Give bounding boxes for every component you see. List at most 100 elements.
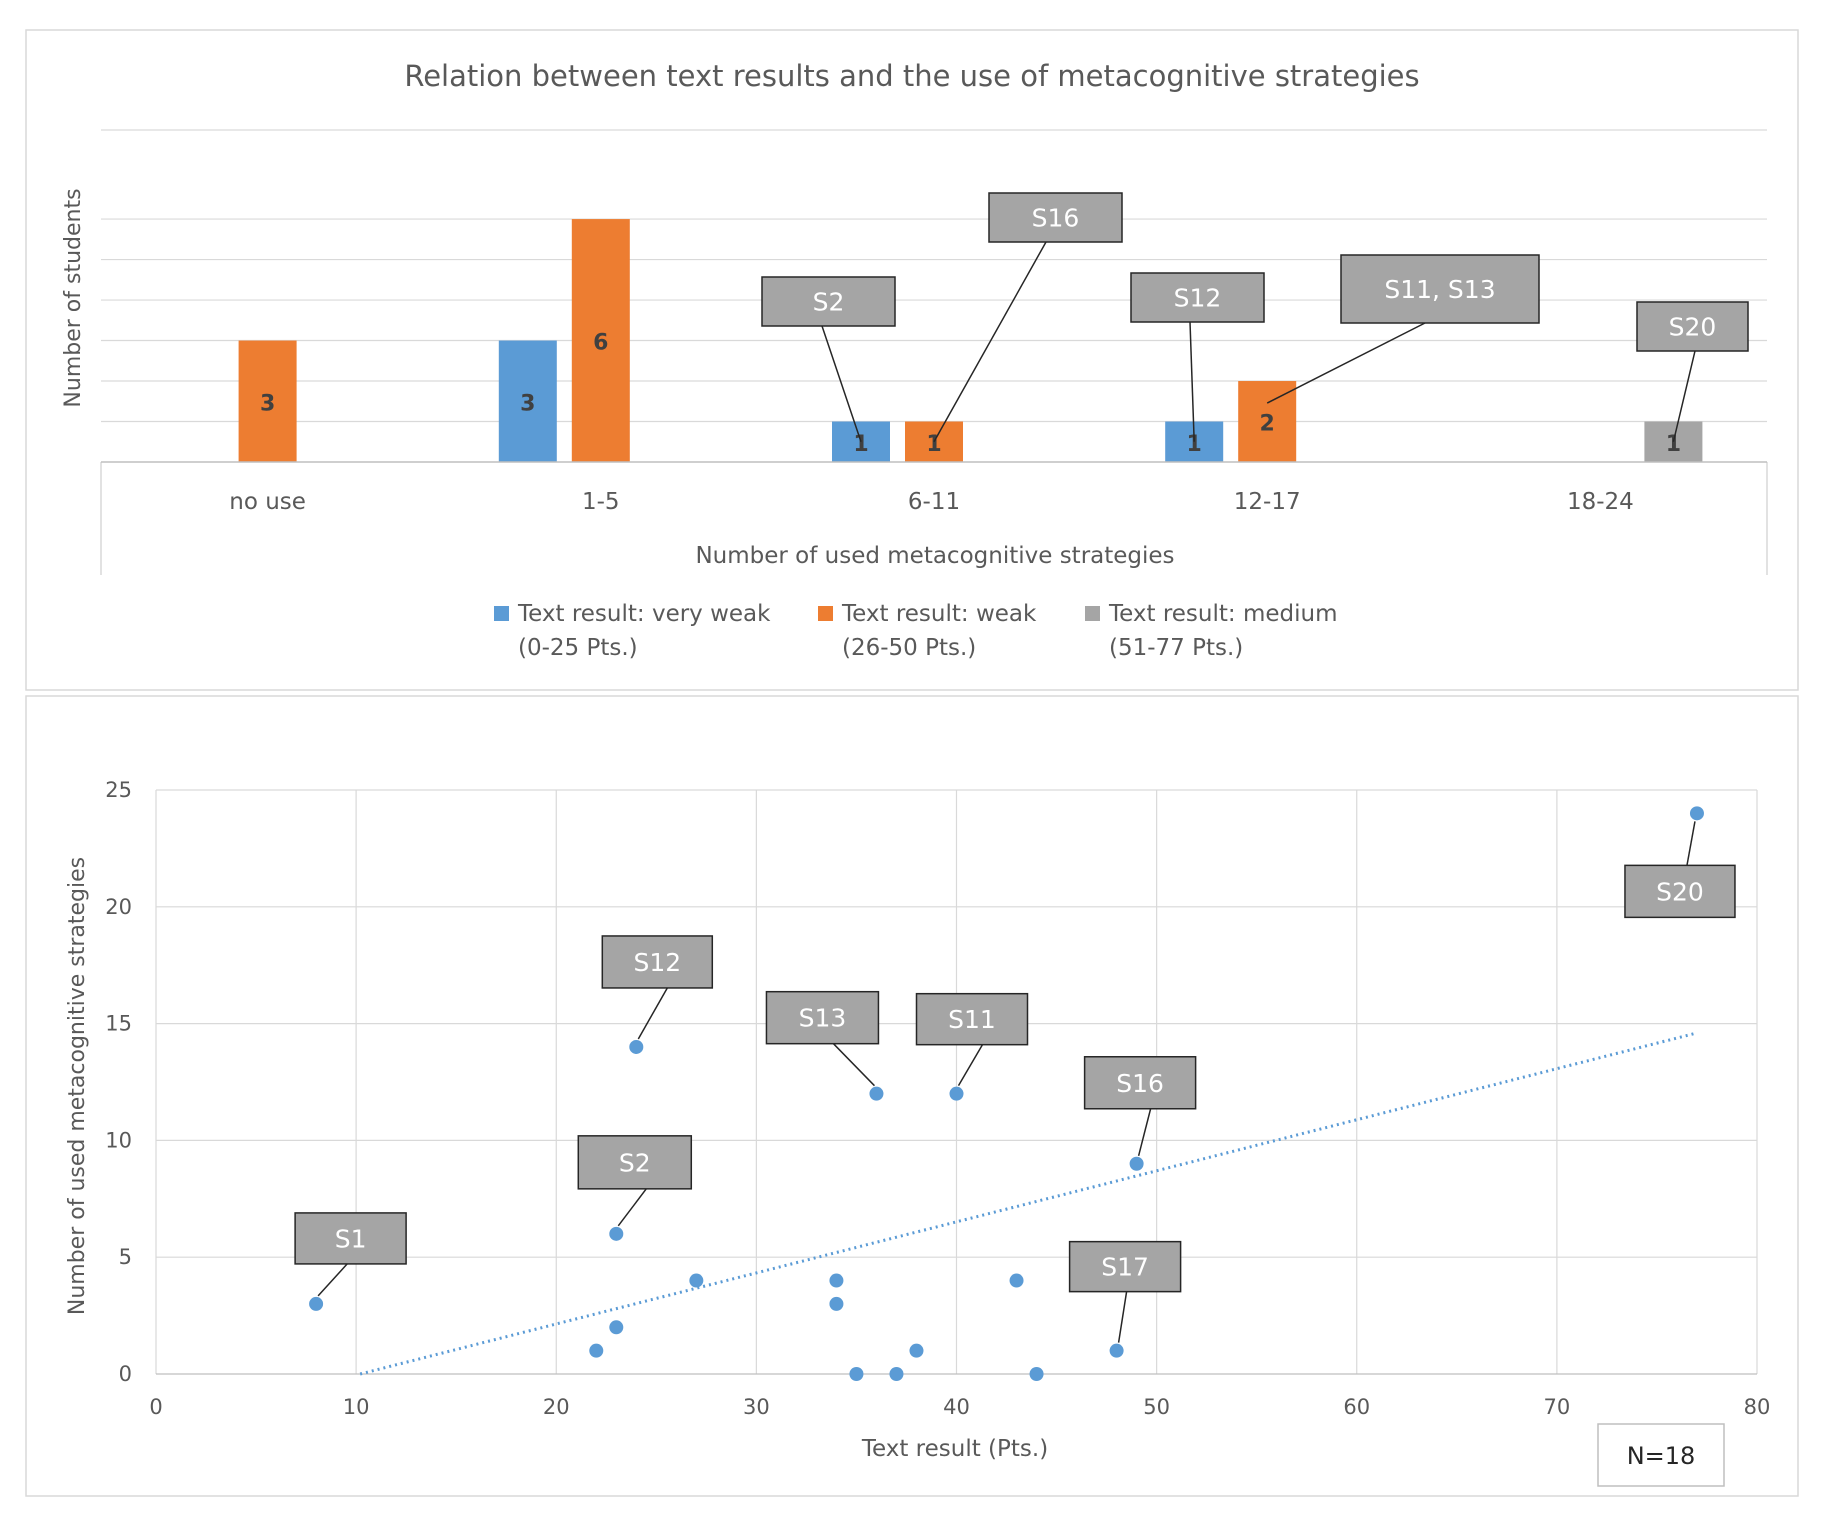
- scatter-callout-s12-leader: [637, 987, 668, 1040]
- scatter-x-tick-80: 80: [1744, 1395, 1771, 1419]
- n-count-box: [1597, 1423, 1725, 1487]
- scatter-point-s1: [309, 1296, 324, 1311]
- legend-label-2: Text result: weak: [841, 601, 1037, 627]
- scatter-point-s11: [949, 1086, 964, 1101]
- scatter-y-axis-label: Number of used metacognitive strategies: [65, 857, 90, 1315]
- scatter-callout-s12-label: S12: [633, 948, 681, 977]
- scatter-callout-s2-box: [577, 1135, 693, 1190]
- bar-value-label-6-11-series-2: 1: [926, 432, 941, 457]
- bar-callout-s2-label: S2: [813, 288, 845, 317]
- scatter-point-s2: [609, 1226, 624, 1241]
- bar-chart-panel: [25, 29, 1799, 691]
- scatter-point-s12: [629, 1039, 644, 1054]
- scatter-y-tick-5: 5: [119, 1245, 132, 1269]
- bar-value-label-1-5-series-1: 3: [520, 391, 535, 416]
- legend-swatch-3: [1085, 606, 1100, 621]
- bar-legend: Text result: very weak (0-25 Pts.) Text re…: [494, 601, 1337, 661]
- scatter-point-s16: [1129, 1156, 1144, 1171]
- bar-1-5-series-2: [571, 219, 630, 462]
- scatter-point-s20: [1689, 806, 1704, 821]
- scatter-callout-s11-label: S11: [948, 1005, 996, 1034]
- bar-category-label-6-11: 6-11: [908, 489, 960, 515]
- bar-gridlines: [101, 129, 1767, 423]
- scatter-x-tick-70: 70: [1544, 1395, 1571, 1419]
- scatter-callout-s17-leader: [1117, 1291, 1128, 1343]
- bar-callout-s16-box: [988, 192, 1123, 243]
- legend-swatch-1: [494, 606, 509, 621]
- legend-range-1: (0-25 Pts.): [518, 635, 638, 661]
- scatter-callout-s11-box: [915, 992, 1029, 1046]
- scatter-callout-s1-box: [294, 1212, 407, 1265]
- scatter-y-tick-25: 25: [105, 778, 132, 802]
- scatter-linear-trendline: [359, 1031, 1698, 1376]
- bar-chart-title: Relation between text results and the us…: [404, 59, 1419, 93]
- scatter-y-tick-20: 20: [105, 895, 132, 919]
- scatter-callout-s17-label: S17: [1101, 1253, 1149, 1282]
- scatter-point-3: [609, 1320, 624, 1335]
- scatter-y-tick-labels: 0 5 10 15 20 25: [105, 778, 132, 1386]
- scatter-callout-s16-box: [1083, 1056, 1197, 1110]
- scatter-point-s17: [1109, 1343, 1124, 1358]
- bar-callout-s12-label: S12: [1174, 284, 1222, 313]
- scatter-point-7: [829, 1273, 844, 1288]
- scatter-callout-s17-box: [1068, 1240, 1182, 1293]
- bar-value-label-6-11-series-1: 1: [853, 432, 868, 457]
- bar-callout-s11-s13-box: [1340, 254, 1540, 324]
- scatter-callout-s16-leader: [1137, 1108, 1152, 1156]
- scatter-point-15: [1029, 1367, 1044, 1381]
- scatter-y-tick-0: 0: [119, 1362, 132, 1386]
- scatter-callout-s11-leader: [957, 1044, 984, 1087]
- bar-callout-s20-leader: [1672, 350, 1696, 442]
- bar-value-label-1-5-series-2: 6: [593, 331, 608, 356]
- bar-category-label-12-17: 12-17: [1234, 489, 1301, 515]
- scatter-callout-s1-label: S1: [335, 1224, 367, 1253]
- scatter-x-tick-10: 10: [343, 1395, 370, 1419]
- scatter-x-axis-label: Text result (Pts.): [861, 1436, 1048, 1462]
- scatter-callout-s20-label: S20: [1656, 877, 1704, 906]
- scatter-point-14: [1009, 1273, 1024, 1288]
- scatter-point-11: [889, 1367, 904, 1381]
- bar-callout-s12-box: [1130, 272, 1265, 323]
- legend-range-3: (51-77 Pts.): [1109, 635, 1243, 661]
- scatter-point-8: [829, 1296, 844, 1311]
- legend-swatch-2: [818, 606, 833, 621]
- scatter-callout-s2-label: S2: [619, 1148, 651, 1177]
- scatter-point-2: [589, 1343, 604, 1358]
- bar-callouts: S2 S16 S12 S11, S13 S20: [761, 192, 1749, 443]
- scatter-callout-s2-leader: [617, 1188, 647, 1227]
- bar-no-use-series-2: [238, 340, 297, 462]
- scatter-points: [309, 806, 1704, 1381]
- scatter-callout-s1-leader: [317, 1262, 349, 1297]
- bar-callout-s2-leader: [821, 325, 862, 442]
- scatter-x-tick-30: 30: [743, 1395, 770, 1419]
- bar-callout-s16-leader: [933, 241, 1047, 443]
- bar-category-label-18-24: 18-24: [1567, 489, 1634, 515]
- scatter-callout-s20-leader: [1686, 821, 1696, 866]
- bar-value-label-12-17-series-2: 2: [1260, 412, 1275, 437]
- legend-range-2: (26-50 Pts.): [842, 635, 976, 661]
- scatter-callout-s20-box: [1624, 864, 1736, 919]
- bar-callout-s11-s13-leader: [1266, 322, 1426, 404]
- scatter-callouts: S1 S2 S12 S13 S11 S17 S16 S20: [294, 821, 1736, 1343]
- scatter-gridlines: [155, 789, 1758, 1375]
- scatter-callout-s13-box: [765, 990, 880, 1045]
- bar-value-label-12-17-series-1: 1: [1187, 432, 1202, 457]
- scatter-trendline: [359, 1031, 1698, 1376]
- scatter-point-12: [909, 1343, 924, 1358]
- bar-category-labels: no use 1-5 6-11 12-17 18-24: [229, 489, 1634, 515]
- scatter-y-tick-15: 15: [105, 1012, 132, 1036]
- scatter-x-tick-20: 20: [543, 1395, 570, 1419]
- scatter-point-9: [849, 1367, 864, 1381]
- legend-label-1: Text result: very weak: [517, 601, 771, 627]
- bar-callout-s16-label: S16: [1032, 204, 1080, 233]
- bar-1-5-series-1: [498, 340, 557, 462]
- bar-callout-s11-s13-label: S11, S13: [1384, 275, 1495, 304]
- scatter-callout-s16-label: S16: [1116, 1069, 1164, 1098]
- bar-callout-s12-leader: [1189, 321, 1195, 442]
- scatter-callout-s13-leader: [832, 1043, 875, 1087]
- scatter-chart-panel: [25, 695, 1799, 1497]
- scatter-y-tick-10: 10: [105, 1128, 132, 1152]
- bar-x-axis-label: Number of used metacognitive strategies: [695, 543, 1174, 569]
- bar-value-label-no-use-series-2: 3: [260, 391, 275, 416]
